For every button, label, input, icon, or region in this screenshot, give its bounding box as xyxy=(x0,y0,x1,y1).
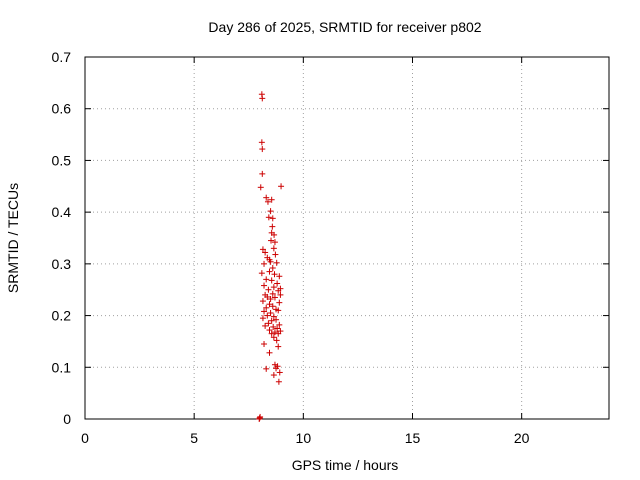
data-point xyxy=(261,341,268,348)
data-point xyxy=(268,277,275,284)
data-point xyxy=(263,194,270,201)
data-point xyxy=(269,303,276,310)
data-point xyxy=(270,323,277,330)
data-point xyxy=(269,215,276,222)
data-point xyxy=(265,286,272,293)
y-tick-label: 0 xyxy=(63,411,71,427)
x-tick-label: 20 xyxy=(514,430,530,446)
x-tick-label: 5 xyxy=(190,430,198,446)
data-point xyxy=(275,287,282,294)
data-point xyxy=(261,308,268,315)
data-point xyxy=(269,264,276,271)
data-point xyxy=(262,249,269,256)
data-point xyxy=(271,231,278,238)
data-point xyxy=(268,237,275,244)
y-tick-label: 0.3 xyxy=(52,256,72,272)
y-tick-label: 0.5 xyxy=(52,152,72,168)
data-point xyxy=(273,259,280,266)
data-point xyxy=(269,290,276,297)
chart-title: Day 286 of 2025, SRMTID for receiver p80… xyxy=(208,19,481,35)
data-point xyxy=(275,330,282,337)
data-point xyxy=(276,299,283,306)
x-axis-label: GPS time / hours xyxy=(292,457,399,473)
y-tick-label: 0.1 xyxy=(52,359,72,375)
data-point xyxy=(267,208,274,215)
data-point xyxy=(259,315,266,322)
data-point xyxy=(259,298,266,305)
data-point xyxy=(259,246,266,253)
axis-ticks xyxy=(84,56,609,420)
data-point xyxy=(273,365,280,372)
y-tick-labels: 0 0.1 0.2 0.3 0.4 0.5 0.6 0.7 xyxy=(52,49,72,427)
data-point xyxy=(258,139,265,146)
data-point xyxy=(267,296,274,303)
data-point xyxy=(263,276,270,283)
data-point xyxy=(265,320,272,327)
data-point xyxy=(271,329,278,336)
data-point xyxy=(264,198,271,205)
data-point xyxy=(264,312,271,319)
data-point xyxy=(270,313,277,320)
y-axis-label: SRMTID / TECUs xyxy=(5,183,21,293)
plot-frame xyxy=(84,56,610,420)
data-point xyxy=(266,268,273,275)
data-point xyxy=(271,294,278,301)
data-point xyxy=(268,196,275,203)
data-point xyxy=(268,330,275,337)
data-point xyxy=(266,349,273,356)
data-point xyxy=(259,146,266,153)
data-point xyxy=(276,321,283,328)
data-point xyxy=(265,214,272,221)
data-point xyxy=(267,309,274,316)
data-points xyxy=(256,91,285,422)
data-point xyxy=(276,273,283,280)
data-point xyxy=(266,301,273,308)
x-tick-labels: 0 5 10 15 20 xyxy=(81,430,530,446)
data-point xyxy=(263,365,270,372)
y-tick-label: 0.7 xyxy=(52,49,72,65)
data-point xyxy=(276,369,283,376)
data-point xyxy=(273,316,280,323)
data-point xyxy=(271,271,278,278)
data-point xyxy=(277,291,284,298)
data-point xyxy=(274,325,281,332)
data-point xyxy=(261,260,268,267)
data-point xyxy=(261,282,268,289)
y-tick-label: 0.6 xyxy=(52,101,72,117)
y-tick-label: 0.4 xyxy=(52,204,72,220)
data-point xyxy=(264,293,271,300)
data-point xyxy=(275,378,282,385)
data-point xyxy=(270,284,277,291)
data-point xyxy=(267,258,274,265)
y-tick-label: 0.2 xyxy=(52,308,72,324)
grid-lines xyxy=(85,57,609,419)
data-point xyxy=(259,170,266,177)
data-point xyxy=(263,304,270,311)
data-point xyxy=(275,307,282,314)
data-point xyxy=(275,343,282,350)
data-point xyxy=(258,270,265,277)
data-point xyxy=(274,280,281,287)
data-point xyxy=(268,317,275,324)
x-tick-label: 15 xyxy=(405,430,421,446)
data-point xyxy=(273,337,280,344)
data-point xyxy=(259,95,266,102)
data-point xyxy=(257,413,264,420)
data-point xyxy=(270,334,277,341)
data-point xyxy=(271,239,278,246)
data-point xyxy=(257,184,264,191)
x-tick-label: 10 xyxy=(296,430,312,446)
data-point xyxy=(278,183,285,190)
data-point xyxy=(272,251,279,258)
x-tick-label: 0 xyxy=(81,430,89,446)
data-point xyxy=(269,223,276,230)
data-point xyxy=(270,245,277,252)
data-point xyxy=(262,322,269,329)
data-point xyxy=(266,327,273,334)
data-point xyxy=(270,372,277,379)
